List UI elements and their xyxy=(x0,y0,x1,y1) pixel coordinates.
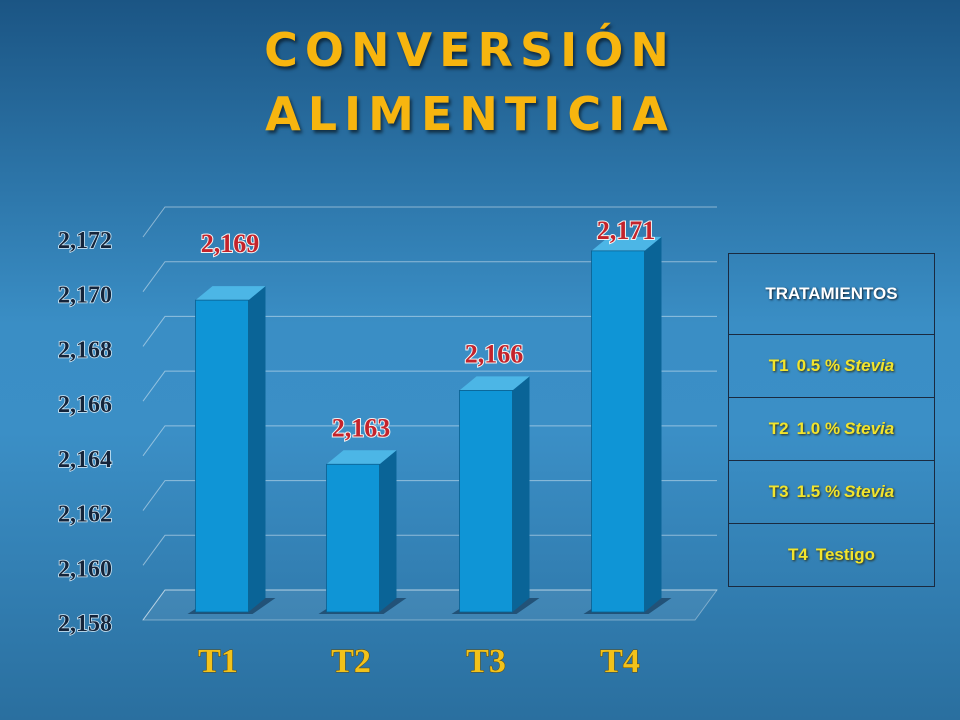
cell-text: T2 xyxy=(768,419,789,438)
cell-text: T4 xyxy=(787,545,808,564)
bar-top xyxy=(459,376,530,391)
x-tick-label: T4 xyxy=(600,643,640,680)
cell-text: T3 xyxy=(768,482,789,501)
grid-line xyxy=(142,480,717,511)
bar xyxy=(591,250,645,613)
data-label: 2,171 xyxy=(597,216,656,245)
y-tick-label: 2,164 xyxy=(58,447,112,473)
cell-text: Testigo xyxy=(815,545,876,564)
table-row: T1 0.5 % Stevia xyxy=(728,334,935,398)
bar-side xyxy=(379,450,397,612)
bar-top xyxy=(326,450,397,465)
x-tick-label: T3 xyxy=(466,643,506,680)
table-row: T2 1.0 % Stevia xyxy=(728,397,935,461)
bar-side xyxy=(248,286,266,612)
cell-text: Stevia xyxy=(844,419,895,438)
grid-line xyxy=(142,206,717,238)
cell-text: Stevia xyxy=(844,482,895,501)
grid-line xyxy=(142,261,717,293)
cell-text: T1 xyxy=(768,356,789,375)
table-row: T3 1.5 % Stevia xyxy=(728,460,935,524)
grid-line xyxy=(142,534,717,566)
y-tick-label: 2,168 xyxy=(58,337,112,363)
y-tick-label: 2,166 xyxy=(58,392,112,418)
x-tick-label: T2 xyxy=(331,643,371,680)
cell-text: 1.0 % xyxy=(796,419,841,438)
table-cell: T1 0.5 % Stevia xyxy=(728,334,935,398)
table-row: T4 Testigo xyxy=(728,523,935,587)
data-label: 2,166 xyxy=(465,339,524,368)
bar xyxy=(195,299,249,613)
bar-side xyxy=(644,236,662,612)
x-tick-label: T1 xyxy=(198,643,238,680)
bar-top xyxy=(591,236,662,251)
floor xyxy=(142,589,718,621)
grid-line xyxy=(142,315,717,347)
y-tick-label: 2,170 xyxy=(58,283,112,309)
table-header: TRATAMIENTOS xyxy=(728,253,935,335)
y-tick-label: 2,172 xyxy=(58,228,112,254)
cell-text: Stevia xyxy=(844,356,895,375)
bar xyxy=(459,390,513,613)
y-tick-label: 2,162 xyxy=(58,502,112,528)
table-cell: T2 1.0 % Stevia xyxy=(728,397,935,461)
grid-line xyxy=(142,370,717,402)
grid-line xyxy=(142,589,717,621)
table-cell: T4 Testigo xyxy=(728,523,935,587)
y-tick-label: 2,158 xyxy=(58,611,112,637)
bar-top xyxy=(195,286,266,301)
cell-text: 0.5 % xyxy=(796,356,841,375)
data-label: 2,169 xyxy=(201,229,260,258)
cell-text: 1.5 % xyxy=(796,482,841,501)
bar-side xyxy=(512,376,530,612)
data-label: 2,163 xyxy=(332,413,391,442)
treatment-table: TRATAMIENTOS T1 0.5 % Stevia T2 1.0 % Stevia T… xyxy=(728,253,935,587)
chart-title: CONVERSIÓN ALIMENTICIA xyxy=(264,23,676,141)
bar xyxy=(326,463,380,613)
y-tick-label: 2,160 xyxy=(58,556,112,582)
grid-line xyxy=(142,425,717,457)
table-cell: T3 1.5 % Stevia xyxy=(728,460,935,524)
